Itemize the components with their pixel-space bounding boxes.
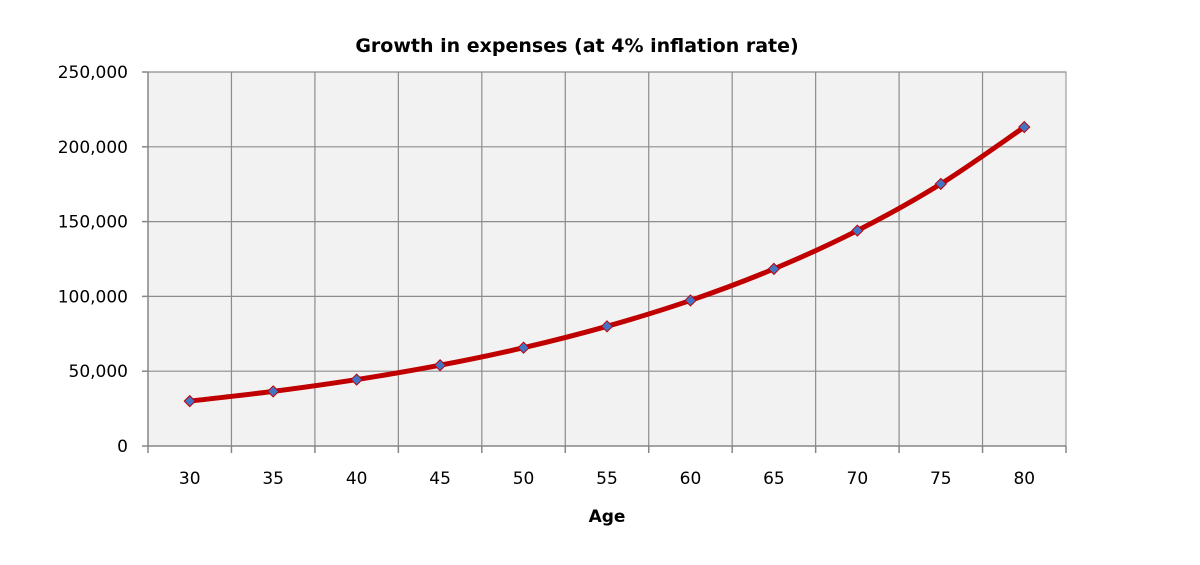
x-tick-label: 45: [429, 469, 451, 489]
data-point-marker: [934, 177, 948, 191]
data-point-marker: [767, 262, 781, 276]
y-tick-label: 0: [117, 437, 128, 457]
marker-layer: [183, 120, 1031, 408]
y-axis-tick-labels: 0 50,000 100,000 150,000 200,000 250,000: [58, 63, 128, 457]
y-tick-label: 100,000: [58, 287, 128, 307]
data-point-marker: [350, 373, 363, 386]
x-tick-label: 30: [179, 469, 201, 489]
x-tick-label: 60: [680, 469, 702, 489]
axes: [142, 71, 1067, 453]
x-tick-label: 40: [346, 469, 368, 489]
y-tick-label: 200,000: [58, 138, 128, 158]
x-axis-tick-labels: 30 35 40 45 50 55 60 65 70 75 80: [179, 469, 1035, 489]
data-point-marker: [266, 385, 280, 398]
x-tick-label: 55: [596, 469, 618, 489]
data-point-marker: [600, 320, 614, 333]
data-point-marker: [684, 294, 697, 307]
x-tick-label: 35: [262, 469, 284, 489]
y-tick-label: 250,000: [58, 63, 128, 83]
plot-area: [147, 71, 1067, 447]
x-tick-label: 65: [763, 469, 785, 489]
data-point-marker: [851, 224, 864, 237]
x-tick-label: 80: [1013, 469, 1035, 489]
y-tick-label: 150,000: [58, 213, 128, 233]
data-point-marker: [183, 394, 196, 408]
x-tick-label: 75: [930, 469, 952, 489]
data-point-marker: [517, 341, 530, 354]
x-tick-label: 70: [847, 469, 869, 489]
chart-title: Growth in expenses (at 4% inflation rate…: [355, 35, 798, 57]
y-tick-label: 50,000: [69, 362, 128, 382]
data-point-marker: [433, 359, 447, 372]
x-tick-label: 50: [513, 469, 535, 489]
data-point-marker: [1018, 120, 1031, 134]
x-axis-title: Age: [589, 507, 626, 527]
